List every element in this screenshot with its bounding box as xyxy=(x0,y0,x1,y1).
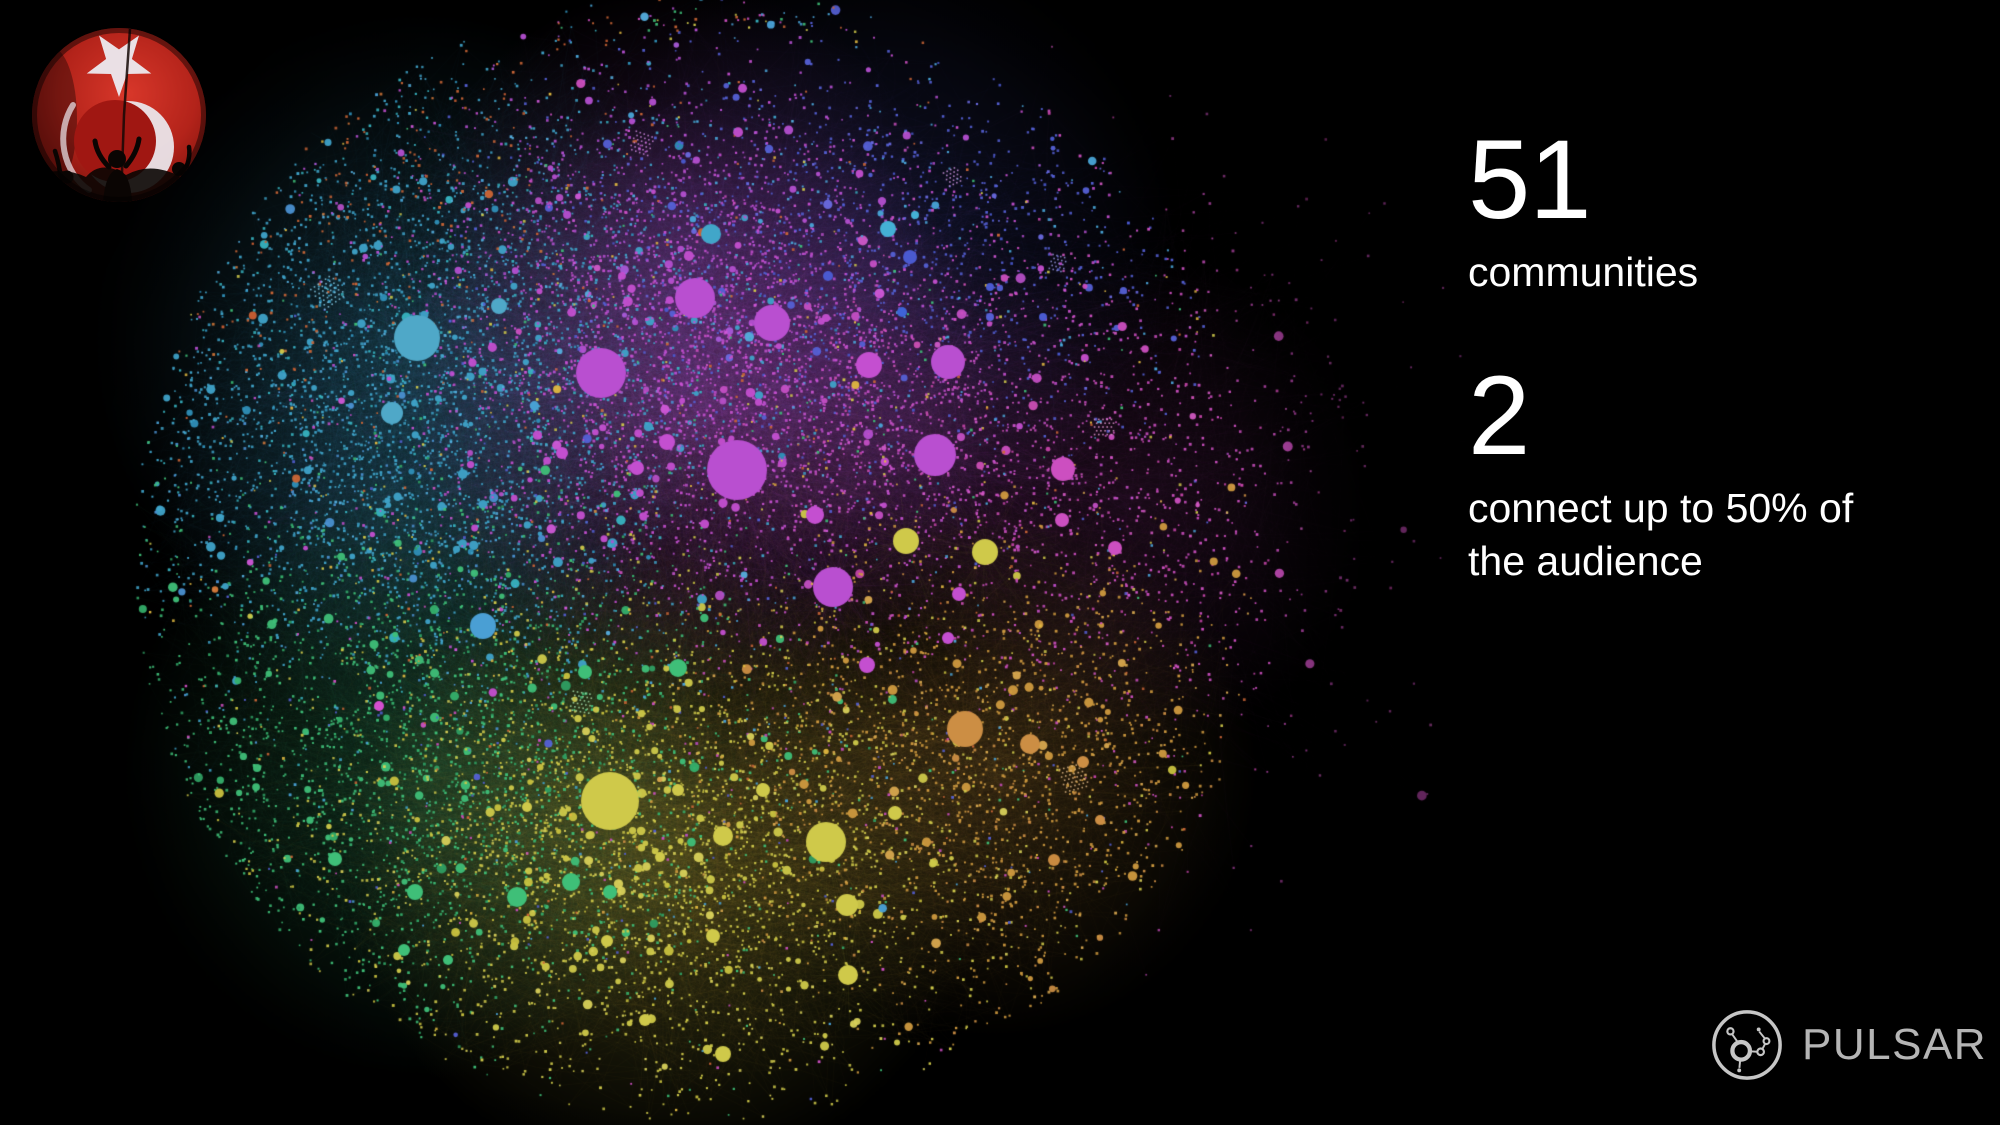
stat-communities-value: 51 xyxy=(1468,117,1592,242)
stat-communities-label: communities xyxy=(1468,249,1699,295)
stat-connectors: 2 connect up to 50% of the audience xyxy=(1468,360,1904,587)
stat-connectors-value: 2 xyxy=(1468,353,1530,479)
stat-communities: 51 communities xyxy=(1468,124,1904,298)
community-avatar xyxy=(31,27,207,203)
stats-panel: 51 communities 2 connect up to 50% of th… xyxy=(1468,124,1904,587)
stat-connectors-label: connect up to 50% of the audience xyxy=(1468,485,1854,584)
pulsar-logo-icon xyxy=(1712,1010,1782,1080)
pulsar-wordmark: PULSAR xyxy=(1802,1020,1988,1069)
turkish-flag-avatar-image xyxy=(32,28,206,202)
pulsar-brand: PULSAR xyxy=(1710,1008,1987,1082)
